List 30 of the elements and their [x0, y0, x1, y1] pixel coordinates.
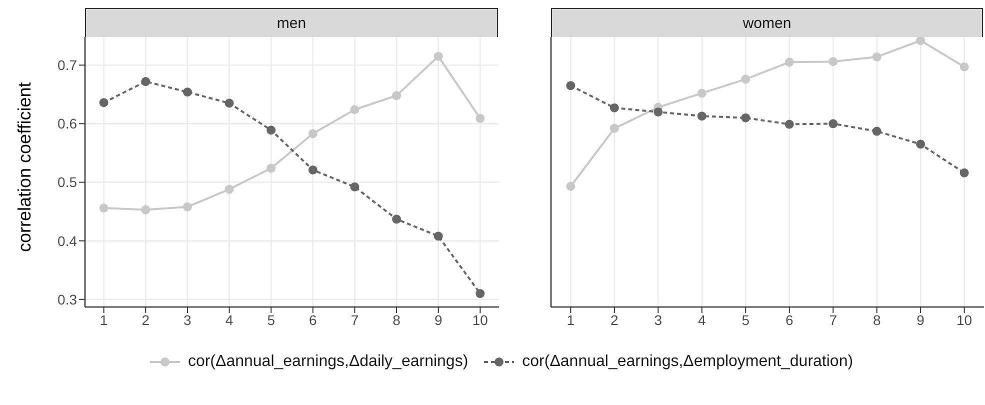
y-tick-label: 0.4 — [58, 232, 78, 249]
x-tick-label: 7 — [829, 312, 838, 328]
x-tick-label: 8 — [872, 312, 881, 328]
x-tick-label: 9 — [916, 312, 925, 328]
chart-title: women — [551, 8, 983, 37]
x-tick-label: 10 — [472, 312, 488, 328]
x-tick-label: 6 — [785, 312, 794, 328]
y-tick-label: 0.5 — [58, 174, 78, 190]
y-axis-title: correlation coefficient — [14, 82, 34, 252]
x-tick-label: 3 — [654, 312, 662, 328]
x-tick-label: 8 — [392, 312, 401, 328]
x-tick-label: 7 — [350, 312, 359, 328]
x-tick-label: 2 — [610, 312, 619, 328]
x-tick-label: 3 — [184, 312, 192, 328]
chart-title: men — [85, 8, 498, 37]
x-tick-label: 4 — [698, 312, 706, 328]
x-tick-label: 1 — [100, 312, 108, 328]
x-tick-label: 4 — [225, 312, 234, 328]
legend-label: cor(Δannual_earnings,Δemployment_duration) — [522, 353, 854, 371]
x-tick-label: 5 — [742, 312, 750, 328]
x-tick-label: 6 — [309, 312, 318, 328]
x-tick-label: 2 — [142, 312, 150, 328]
y-tick-label: 0.6 — [58, 116, 78, 132]
y-tick-label: 0.3 — [58, 291, 78, 308]
x-tick-label: 1 — [566, 312, 575, 328]
legend-label: cor(Δannual_earnings,Δdaily_earnings) — [188, 353, 468, 371]
x-tick-label: 9 — [434, 312, 442, 328]
x-tick-label: 10 — [956, 312, 972, 328]
x-tick-label: 5 — [267, 312, 276, 328]
y-tick-label: 0.7 — [58, 57, 78, 74]
